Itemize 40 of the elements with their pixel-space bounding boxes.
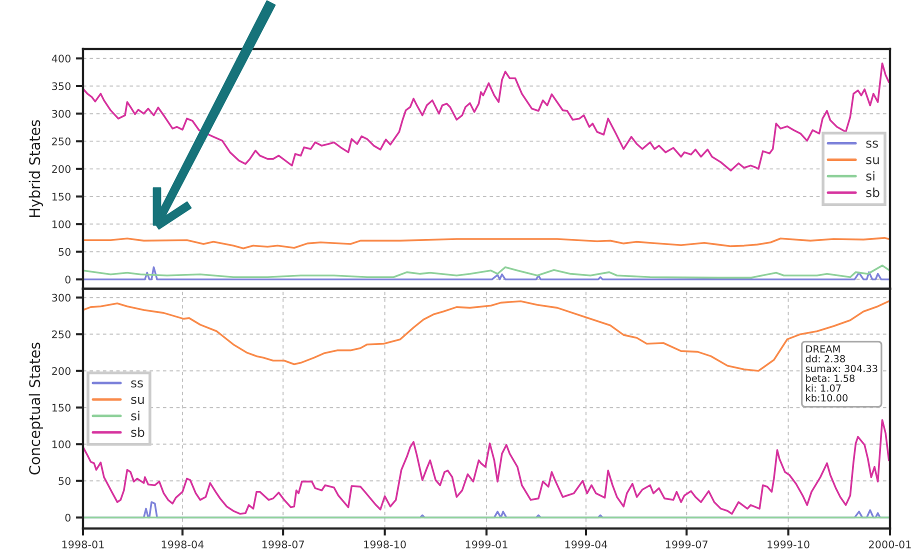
- y-tick-label: 50: [58, 477, 71, 485]
- y-tick-label: 400: [52, 54, 70, 62]
- legend-label: su: [866, 157, 879, 164]
- y-tick-label: 350: [52, 82, 70, 90]
- annotation: DREAM dd: 2.38 sumax: 304.33 beta: 1.58 ki: 1.07 kb:10.00: [806, 345, 878, 402]
- x-tick-label: 1999-07: [666, 540, 708, 548]
- y-tick-label: 0: [65, 276, 71, 284]
- y-tick-label: 300: [52, 110, 70, 118]
- legend-label: ss: [866, 140, 878, 148]
- y-tick-label: 100: [52, 220, 70, 228]
- y-tick-label: 150: [52, 192, 70, 201]
- legend-label: si: [866, 171, 874, 181]
- y-axis-title: Hybrid States: [28, 120, 43, 217]
- legend-label: sb: [866, 188, 880, 198]
- y-tick-label: 0: [65, 514, 71, 522]
- x-tick-label: 2000-01: [869, 540, 911, 548]
- y-tick-label: 300: [52, 294, 70, 302]
- y-tick-label: 250: [52, 137, 70, 146]
- line-series: [83, 300, 890, 372]
- y-tick-label: 100: [52, 440, 70, 448]
- y-tick-label: 250: [52, 330, 70, 338]
- legend-label: su: [131, 396, 144, 404]
- x-tick-label: 1998-01: [62, 540, 104, 548]
- x-tick-label: 1999-10: [768, 540, 810, 548]
- y-tick-label: 200: [52, 367, 70, 375]
- y-tick-label: 50: [58, 248, 71, 256]
- x-tick-label: 1998-04: [162, 540, 204, 548]
- y-tick-label: 200: [52, 165, 70, 173]
- x-tick-label: 1998-10: [364, 540, 406, 548]
- line-series: [83, 237, 890, 250]
- legend-label: ss: [131, 380, 143, 388]
- x-tick-label: 1999-01: [466, 540, 508, 548]
- y-axis-title: Conceptual States: [28, 342, 43, 474]
- y-tick-label: 150: [52, 404, 70, 412]
- legend-label: si: [131, 410, 140, 420]
- x-tick-label: 1999-04: [565, 540, 608, 548]
- line-series: [83, 419, 890, 515]
- line-series: [83, 62, 890, 172]
- legend-label: sb: [131, 427, 144, 437]
- x-tick-label: 1998-07: [262, 540, 304, 548]
